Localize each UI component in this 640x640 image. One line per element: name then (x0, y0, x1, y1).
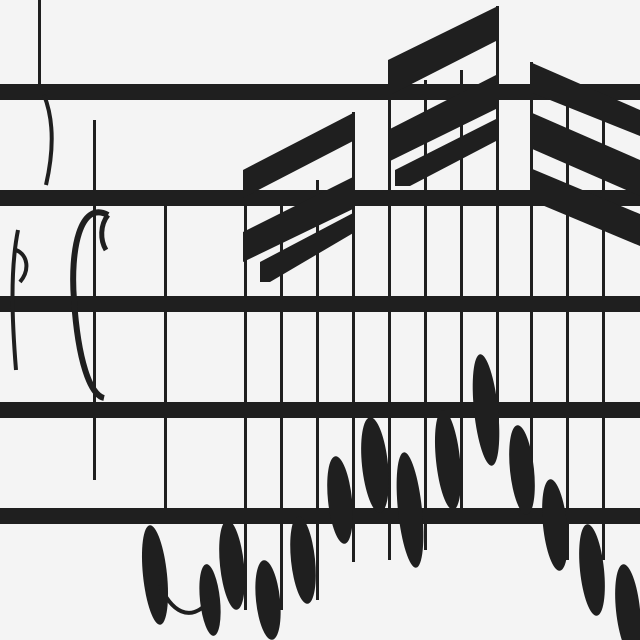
slur (158, 584, 212, 615)
stem (280, 190, 283, 610)
notehead (509, 425, 535, 515)
notehead (290, 516, 316, 604)
stem (316, 180, 319, 600)
common-time-symbol (70, 120, 111, 480)
notehead (579, 524, 605, 616)
barlines (38, 0, 167, 518)
notehead (141, 525, 169, 625)
beam (530, 168, 640, 246)
stem (352, 112, 355, 562)
beam-group-1 (243, 112, 355, 282)
staff-line (0, 296, 640, 312)
notehead (219, 520, 245, 610)
noteheads (141, 354, 640, 640)
clef-fragment (10, 94, 54, 371)
beam-group-3 (530, 62, 640, 246)
stem (496, 6, 499, 426)
notehead (542, 479, 568, 571)
stem (244, 170, 247, 610)
beam-group-2 (388, 6, 498, 186)
stem (460, 70, 463, 520)
time-signature-stroke (93, 120, 96, 480)
stem (530, 62, 533, 502)
beam (243, 112, 355, 198)
staff-line (0, 508, 640, 524)
stem (388, 60, 391, 560)
barline (38, 0, 41, 90)
barline (164, 198, 167, 518)
beam (260, 212, 355, 282)
note-stems (244, 6, 605, 610)
notehead (255, 560, 281, 640)
beam (388, 6, 498, 96)
beam (243, 176, 355, 262)
notehead (472, 354, 500, 466)
beam (530, 62, 640, 136)
notehead (327, 456, 353, 544)
stem (602, 100, 605, 560)
notehead (434, 410, 462, 510)
beam (530, 112, 640, 196)
beam (395, 118, 498, 186)
notehead (396, 452, 424, 568)
notehead (361, 417, 389, 513)
beam (388, 74, 498, 162)
stem (566, 80, 569, 560)
stem (424, 80, 427, 550)
notehead (615, 564, 640, 640)
